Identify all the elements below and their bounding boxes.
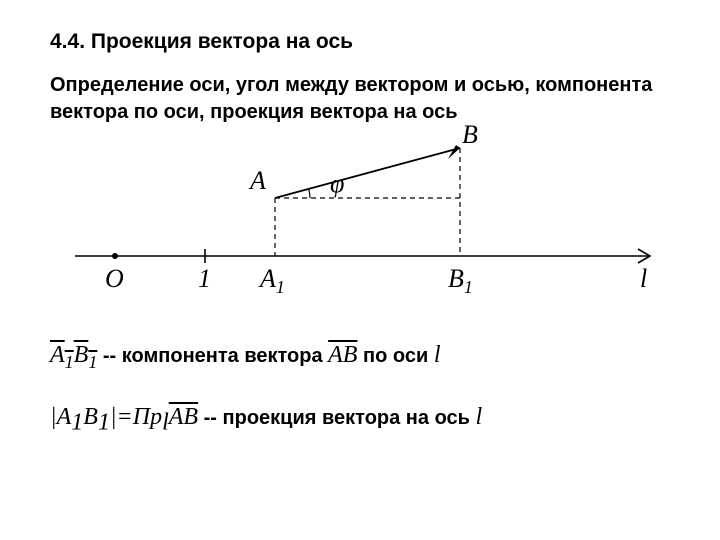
Pr-sub-l: l: [162, 410, 169, 436]
label-l: l: [640, 264, 647, 294]
proj-A: A: [57, 404, 72, 430]
Pr: Пр: [133, 404, 162, 430]
A1B1-overline: A1B1: [50, 342, 97, 368]
component-definition: A1B1 -- компонента вектора AB по оси l: [50, 334, 670, 378]
abs-close-eq: |=: [110, 404, 133, 430]
AB-overline: AB: [328, 342, 357, 368]
point-O: [112, 253, 118, 259]
label-B1-base: B: [448, 264, 464, 293]
proj-s2: 1: [98, 410, 110, 436]
text-component: компонента вектора: [122, 345, 328, 367]
label-B1-sub: 1: [464, 277, 473, 297]
section-title: 4.4. Проекция вектора на ось: [50, 30, 670, 54]
section-subtitle: Определение оси, угол между вектором и о…: [50, 72, 670, 126]
A1B1-B: B: [74, 342, 89, 368]
proj-B: B: [83, 404, 98, 430]
angle-arc: [309, 189, 310, 198]
proj-s1: 1: [71, 410, 83, 436]
diagram-svg: [50, 136, 670, 316]
label-1: 1: [198, 264, 211, 294]
dashes-1: --: [97, 345, 121, 367]
A1B1-A: A: [50, 342, 65, 368]
axis-l-1: l: [434, 342, 441, 368]
A1B1-s2: 1: [88, 352, 97, 372]
label-phi: φ: [330, 169, 344, 199]
text-along-axis: по оси: [357, 345, 433, 367]
abs-open: |: [50, 404, 57, 430]
AB-overline-2: AB: [169, 404, 198, 430]
projection-definition: |A1B1|=ПрlAB -- проекция вектора на ось …: [50, 396, 670, 445]
label-O: O: [105, 264, 124, 294]
label-B: B: [462, 120, 478, 150]
label-A1-sub: 1: [276, 277, 285, 297]
label-B1: B1: [448, 264, 473, 298]
vector-AB: [275, 148, 460, 198]
label-A1-base: A: [260, 264, 276, 293]
dashes-2: --: [198, 407, 222, 429]
projection-diagram: A B φ O 1 A1 B1 l: [50, 136, 670, 316]
explanation-lines: A1B1 -- компонента вектора AB по оси l |…: [50, 334, 670, 445]
A1B1-s1: 1: [65, 352, 74, 372]
text-projection: проекция вектора на ось: [223, 407, 476, 429]
label-A: A: [250, 166, 266, 196]
axis-l-2: l: [476, 404, 483, 430]
vector-arrowhead: [448, 145, 460, 159]
label-A1: A1: [260, 264, 285, 298]
